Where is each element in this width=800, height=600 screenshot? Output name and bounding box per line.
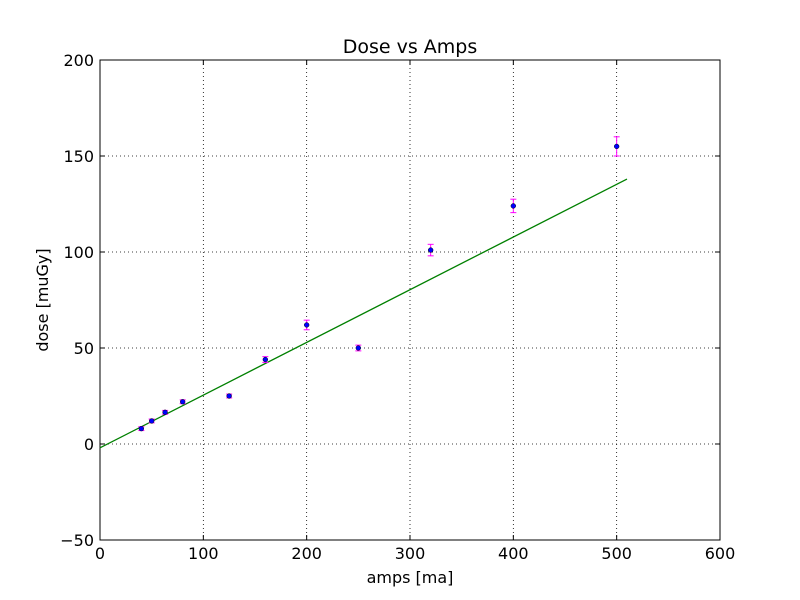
x-tick-label: 200 — [291, 544, 322, 563]
data-point — [138, 425, 144, 432]
y-tick-label: 0 — [84, 435, 94, 454]
data-point — [162, 409, 168, 415]
fit-line-group — [99, 178, 628, 449]
x-tick-label: 600 — [705, 544, 736, 563]
data-point — [355, 345, 361, 351]
data-point — [304, 322, 310, 328]
x-axis-label: amps [ma] — [367, 568, 454, 587]
fit-line — [99, 178, 628, 449]
data-point — [428, 247, 434, 253]
chart-title: Dose vs Amps — [343, 36, 478, 58]
data-point — [614, 143, 620, 150]
y-tick-label: 150 — [63, 147, 94, 166]
x-tick-label: 400 — [498, 544, 529, 563]
data-point — [226, 393, 232, 399]
grid — [100, 60, 720, 540]
x-tick-label: 0 — [95, 544, 105, 563]
data-points — [138, 136, 620, 432]
y-tick-label: 50 — [74, 339, 94, 358]
x-tick-label: 500 — [601, 544, 632, 563]
data-point — [510, 203, 516, 209]
y-axis-label: dose [muGy] — [33, 248, 52, 351]
data-point — [180, 399, 186, 405]
y-tick-label: 100 — [63, 243, 94, 262]
x-tick-label: 300 — [395, 544, 426, 563]
data-point — [262, 356, 268, 363]
y-tick-label: 200 — [63, 51, 94, 70]
data-point — [149, 418, 155, 424]
y-tick-label: −50 — [60, 531, 94, 550]
x-tick-label: 100 — [188, 544, 219, 563]
